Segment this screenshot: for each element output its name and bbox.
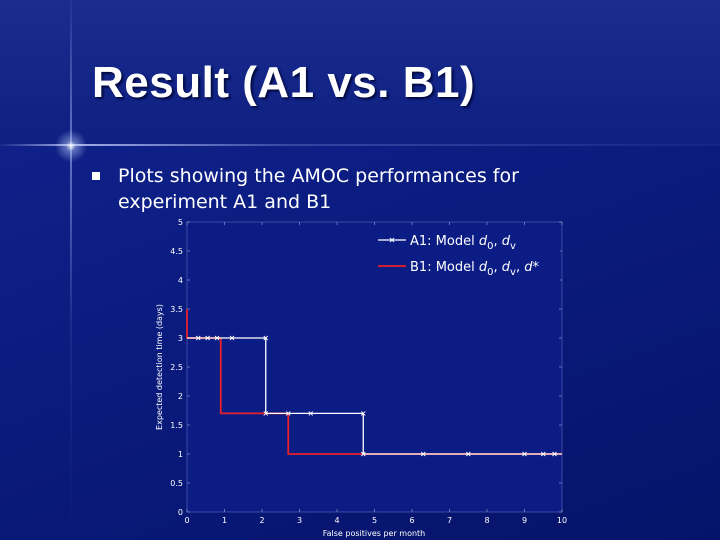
y-tick-label: 2.5 <box>170 363 183 372</box>
y-tick-label: 3.5 <box>170 305 183 314</box>
data-point <box>263 411 269 416</box>
data-point <box>229 335 235 341</box>
legend-marker <box>389 237 395 243</box>
x-tick-label: 7 <box>447 516 452 525</box>
data-point <box>420 451 426 457</box>
data-point <box>360 451 366 457</box>
y-tick-label: 5 <box>178 218 183 227</box>
y-tick-label: 2 <box>178 392 183 401</box>
decorative-vertical-line <box>70 0 72 540</box>
legend-part: , <box>516 260 524 275</box>
x-tick-label: 4 <box>334 516 339 525</box>
legend-part: , <box>493 234 501 249</box>
y-axis-label: Expected detection time (days) <box>155 304 164 430</box>
legend-part: 0 <box>487 241 493 252</box>
x-tick-label: 10 <box>557 516 567 525</box>
amoc-chart: 0 1 2 3 4 5 6 7 8 9 10 0 0.5 1 1.5 2 2.5 3 3.5 4 4.5 5 False… <box>155 218 567 538</box>
legend-part: d <box>479 260 488 275</box>
data-point <box>465 451 471 457</box>
data-point <box>263 335 269 341</box>
legend-entry: B1: Model d0, dv, d* <box>410 260 540 278</box>
data-point <box>214 335 220 341</box>
data-point <box>308 411 314 416</box>
y-tick-label: 1.5 <box>170 421 183 430</box>
legend-part: d <box>502 260 511 275</box>
x-axis-label: False positives per month <box>323 529 426 538</box>
legend-entry: A1: Model d0, dv <box>410 234 516 252</box>
data-point <box>205 335 210 341</box>
x-tick-label: 5 <box>372 516 377 525</box>
data-point <box>285 411 291 416</box>
x-tick-label: 0 <box>184 516 189 525</box>
x-tick-label: 3 <box>297 516 302 525</box>
data-point <box>522 451 527 457</box>
decorative-horizontal-line <box>0 144 720 146</box>
data-point <box>195 335 201 341</box>
x-tick-label: 9 <box>522 516 527 525</box>
legend-part: A1: Model <box>410 234 479 249</box>
legend-part: * <box>533 260 540 275</box>
x-tick-label: 6 <box>409 516 414 525</box>
y-tick-label: 0.5 <box>170 479 183 488</box>
x-tick-label: 2 <box>259 516 264 525</box>
legend-part: d <box>524 260 533 275</box>
title-band <box>0 0 720 145</box>
legend-part: 0 <box>487 267 493 278</box>
legend-part: , <box>494 260 502 275</box>
legend-part: v <box>510 267 516 278</box>
y-tick-label: 4.5 <box>170 247 183 256</box>
bullet-text: Plots showing the AMOC performances for … <box>118 165 519 213</box>
x-tick-label: 1 <box>222 516 227 525</box>
slide-title: Result (A1 vs. B1) <box>92 58 476 107</box>
y-tick-label: 0 <box>178 508 183 517</box>
square-bullet-icon <box>92 172 100 180</box>
data-point <box>552 451 557 457</box>
data-point <box>360 411 366 416</box>
y-tick-label: 3 <box>178 334 183 343</box>
y-tick-label: 1 <box>178 450 183 459</box>
y-tick-label: 4 <box>178 276 183 285</box>
legend-part: v <box>510 241 516 252</box>
legend-part: B1: Model <box>410 260 479 275</box>
data-point <box>540 451 546 457</box>
legend-part: d <box>502 234 511 249</box>
legend-box <box>372 226 560 282</box>
legend-part: d <box>479 234 488 249</box>
x-tick-label: 8 <box>484 516 489 525</box>
sparkle-icon <box>52 127 90 165</box>
